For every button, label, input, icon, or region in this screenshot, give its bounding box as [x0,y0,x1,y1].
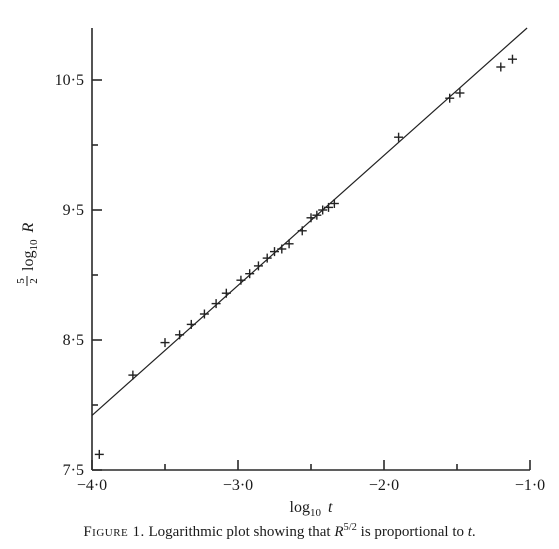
caption-fignum: Figure 1. [83,524,144,540]
x-tick-label: −3·0 [223,477,253,494]
x-tick-label: −2·0 [369,477,399,494]
caption-text-after: is proportional to [357,524,468,540]
svg-text:2: 2 [28,278,40,284]
figure-caption: Figure 1. Logarithmic plot showing that … [0,522,559,541]
y-tick-label: 7·5 [63,462,84,479]
caption-var-R: R [334,524,343,540]
y-tick-label: 9·5 [63,202,84,219]
caption-text-before: Logarithmic plot showing that [145,524,335,540]
x-tick-label: −4·0 [77,477,107,494]
svg-text:5: 5 [15,278,27,284]
y-tick-label: 10·5 [55,72,84,89]
y-tick-label: 8·5 [63,332,84,349]
caption-exp: 5/2 [344,522,357,533]
caption-text-end: . [472,524,476,540]
x-tick-label: −1·0 [515,477,545,494]
log-plot: −4·0−3·0−2·0−1·07·58·59·510·5log10 t52 l… [0,0,559,549]
